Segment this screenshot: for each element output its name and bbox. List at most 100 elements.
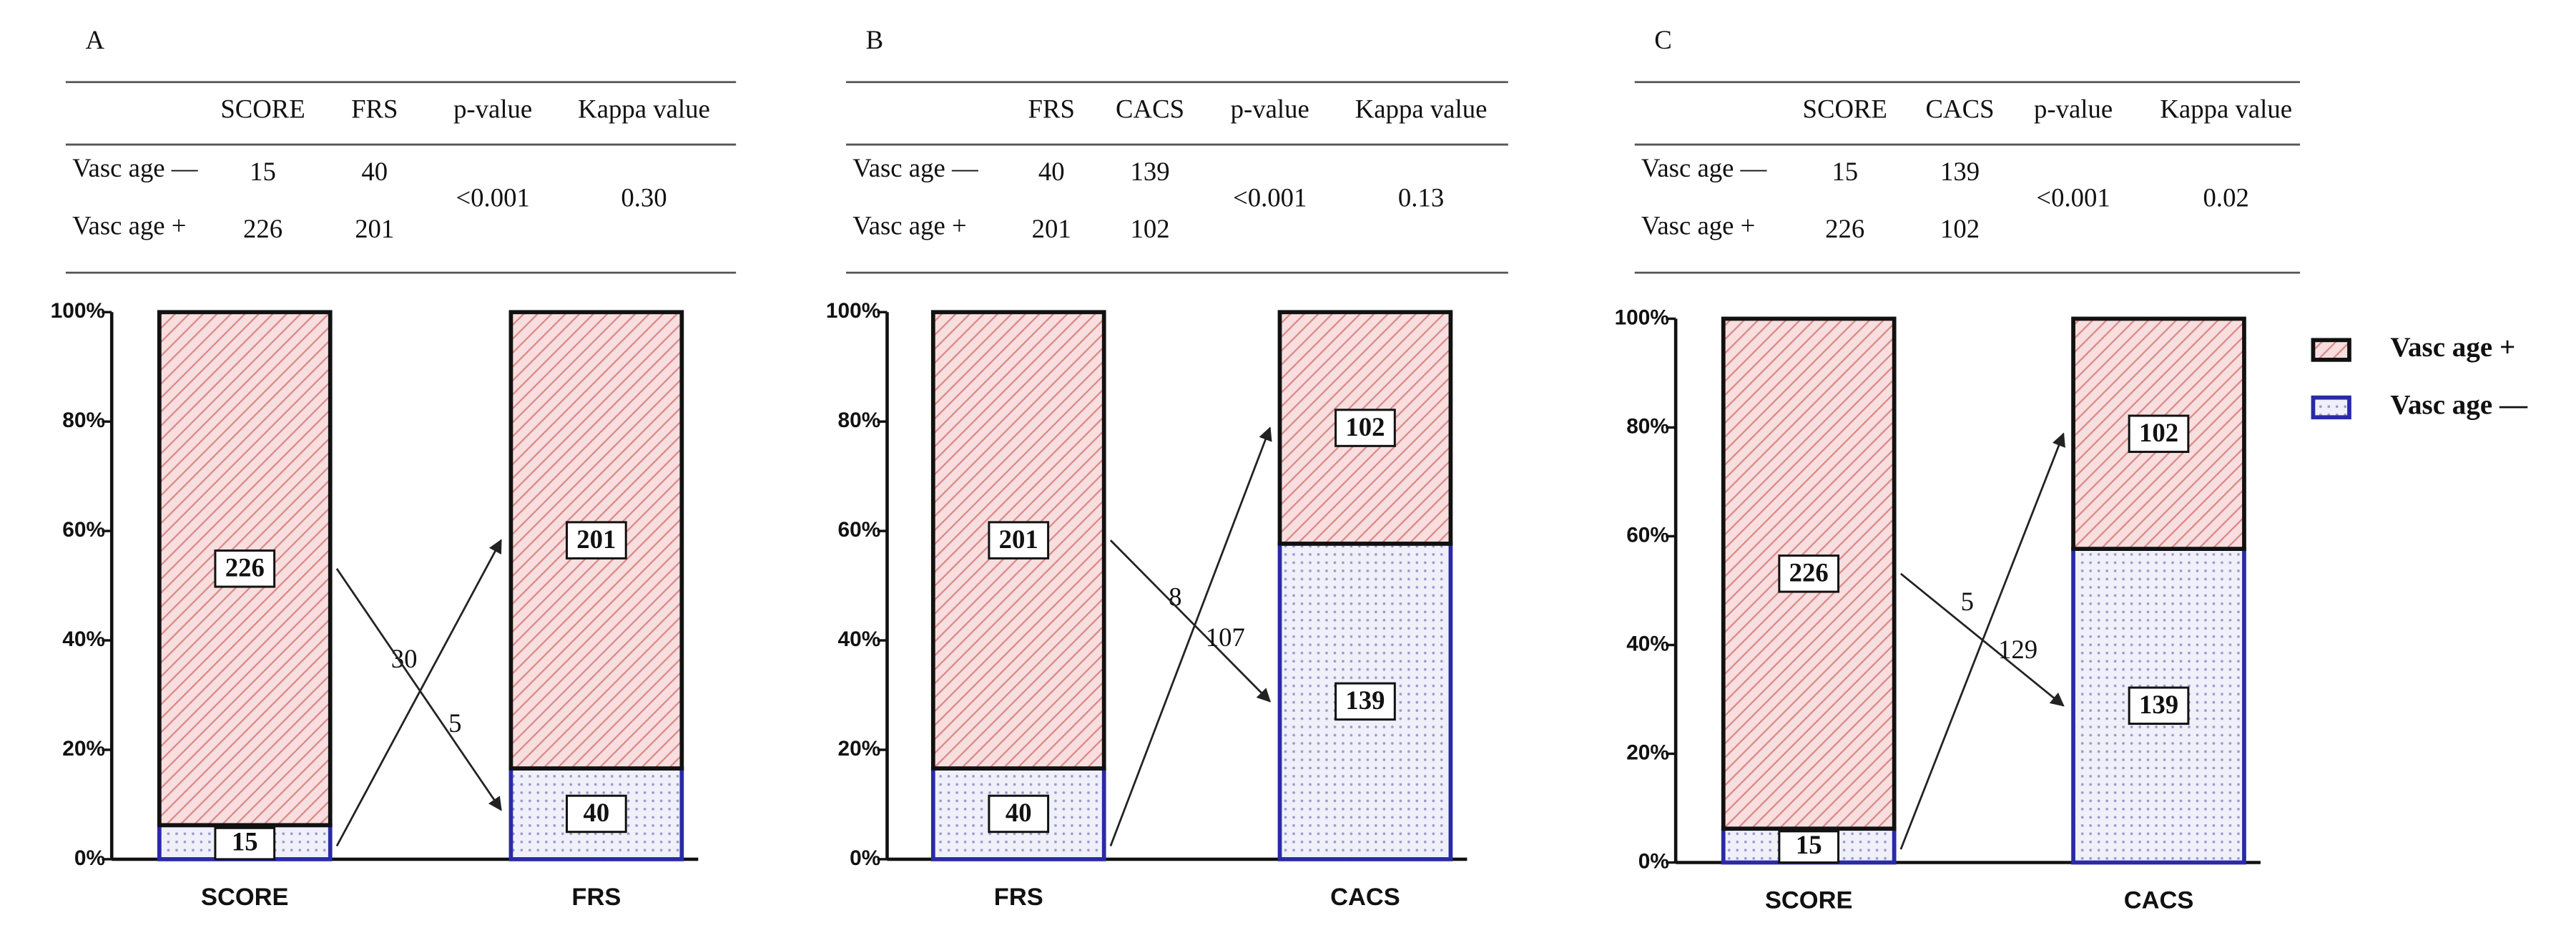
y-tick-label: 40% bbox=[1626, 632, 1669, 655]
data-label: 15 bbox=[1796, 830, 1822, 859]
x-tick-label: FRS bbox=[994, 884, 1043, 911]
label-box bbox=[1778, 830, 1840, 864]
flow-label: 107 bbox=[1206, 622, 1245, 652]
bar-segment bbox=[508, 310, 684, 771]
table-header: FRS bbox=[1028, 94, 1075, 124]
data-label: 201 bbox=[999, 524, 1038, 554]
table-header: CACS bbox=[1116, 94, 1184, 124]
data-label: 40 bbox=[1006, 798, 1032, 827]
y-tick-label: 80% bbox=[838, 409, 881, 432]
flow-label: 129 bbox=[1998, 635, 2037, 664]
y-tick-label: 80% bbox=[1626, 414, 1669, 438]
table-cell: 40 bbox=[1038, 157, 1065, 186]
flow-arrow bbox=[1899, 432, 2065, 850]
x-tick-label: CACS bbox=[2124, 887, 2194, 914]
table-header: SCORE bbox=[220, 94, 305, 124]
kappa-value: 0.02 bbox=[2203, 183, 2249, 212]
y-tick-label: 60% bbox=[1626, 523, 1669, 547]
table-header: FRS bbox=[351, 94, 398, 124]
data-label: 102 bbox=[1345, 412, 1385, 441]
table-cell: 15 bbox=[1832, 157, 1858, 186]
label-box bbox=[1778, 554, 1840, 593]
table-cell: 226 bbox=[243, 214, 282, 243]
label-box bbox=[988, 794, 1050, 834]
data-label: 139 bbox=[1345, 685, 1385, 715]
legend-swatch bbox=[2311, 395, 2351, 420]
row-label: Vasc age + bbox=[72, 211, 186, 240]
y-tick-label: 100% bbox=[51, 299, 105, 323]
legend-swatch bbox=[2311, 338, 2351, 362]
y-tick-label: 60% bbox=[62, 518, 105, 542]
data-label: 226 bbox=[1789, 558, 1829, 587]
p-value: <0.001 bbox=[1233, 183, 1307, 212]
table-cell: 40 bbox=[361, 157, 388, 186]
label-box bbox=[1334, 682, 1396, 721]
label-box bbox=[1334, 409, 1396, 447]
row-label: Vasc age + bbox=[852, 211, 966, 240]
table-header: CACS bbox=[1926, 94, 1995, 124]
table-cell: 201 bbox=[1032, 214, 1071, 243]
table-header: p-value bbox=[1231, 94, 1309, 124]
table-cell: 201 bbox=[355, 214, 394, 243]
row-label: Vasc age — bbox=[852, 153, 978, 182]
row-label: Vasc age + bbox=[1641, 211, 1755, 240]
flow-label: 5 bbox=[1961, 587, 1974, 616]
row-label: Vasc age — bbox=[72, 153, 198, 182]
y-tick-label: 100% bbox=[826, 299, 880, 323]
flow-arrow bbox=[335, 539, 502, 847]
y-tick-label: 100% bbox=[1615, 306, 1669, 329]
x-tick-label: SCORE bbox=[201, 884, 288, 911]
y-tick-label: 0% bbox=[74, 846, 105, 870]
data-label: 15 bbox=[232, 827, 258, 856]
x-tick-label: SCORE bbox=[1765, 887, 1852, 914]
data-label: 201 bbox=[576, 524, 616, 554]
table-cell: 15 bbox=[250, 157, 276, 186]
data-label: 40 bbox=[584, 798, 610, 827]
flow-label: 5 bbox=[448, 708, 461, 738]
table-cell: 102 bbox=[1130, 214, 1169, 243]
y-tick-label: 40% bbox=[62, 627, 105, 651]
y-tick-label: 20% bbox=[1626, 741, 1669, 764]
label-box bbox=[566, 521, 627, 560]
table-header: Kappa value bbox=[2160, 94, 2292, 124]
table-header: p-value bbox=[453, 94, 532, 124]
label-box bbox=[566, 794, 627, 834]
table-header: Kappa value bbox=[1355, 94, 1488, 124]
p-value: <0.001 bbox=[2036, 183, 2110, 212]
row-label: Vasc age — bbox=[1641, 153, 1767, 182]
label-box bbox=[2128, 686, 2190, 725]
data-label: 226 bbox=[225, 553, 265, 582]
label-box bbox=[214, 826, 276, 861]
x-tick-label: FRS bbox=[571, 884, 621, 911]
flow-label: 8 bbox=[1169, 582, 1181, 612]
y-tick-label: 20% bbox=[838, 737, 881, 761]
flow-arrow bbox=[335, 568, 502, 811]
table-cell: 226 bbox=[1825, 214, 1864, 243]
flow-arrow bbox=[1109, 539, 1272, 703]
table-cell: 102 bbox=[1940, 214, 1980, 243]
legend-label: Vasc age — bbox=[2390, 389, 2528, 420]
table-cell: 139 bbox=[1940, 157, 1980, 186]
flow-arrow bbox=[1899, 572, 2065, 707]
table-cell: 139 bbox=[1130, 157, 1169, 186]
flow-arrow bbox=[1109, 426, 1272, 847]
y-tick-label: 40% bbox=[838, 627, 881, 651]
panel-letter: A bbox=[85, 25, 104, 54]
table-header: p-value bbox=[2034, 94, 2113, 124]
p-value: <0.001 bbox=[456, 183, 529, 212]
y-tick-label: 60% bbox=[838, 518, 881, 542]
kappa-value: 0.30 bbox=[621, 183, 667, 212]
panel-letter: C bbox=[1654, 25, 1672, 54]
panel-letter: B bbox=[866, 25, 884, 54]
x-tick-label: CACS bbox=[1330, 884, 1400, 911]
legend-label: Vasc age + bbox=[2390, 332, 2515, 363]
data-label: 102 bbox=[2139, 418, 2178, 447]
kappa-value: 0.13 bbox=[1398, 183, 1444, 212]
data-label: 139 bbox=[2139, 690, 2178, 719]
table-header: Kappa value bbox=[578, 94, 710, 124]
label-box bbox=[214, 549, 276, 588]
label-box bbox=[2128, 414, 2190, 454]
label-box bbox=[988, 521, 1050, 560]
y-tick-label: 0% bbox=[1638, 849, 1669, 873]
